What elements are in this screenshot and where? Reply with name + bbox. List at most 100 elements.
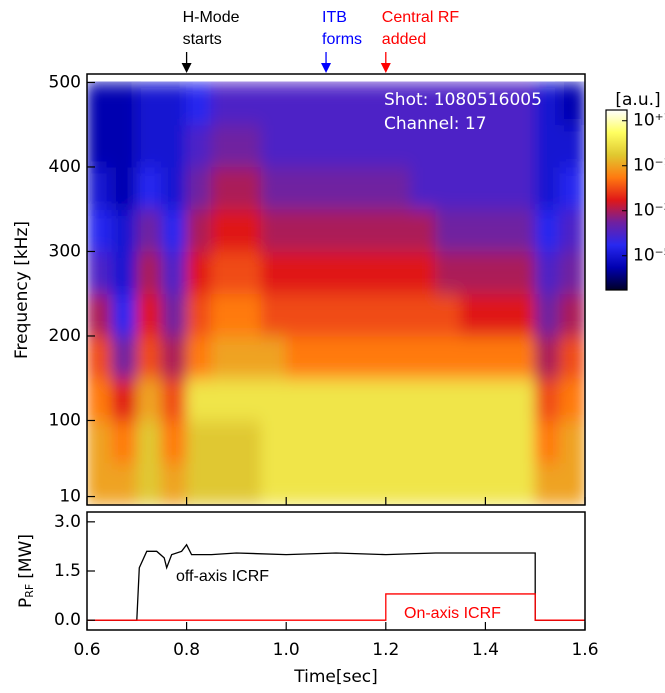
spectrogram-cell	[460, 293, 486, 337]
spectrogram-cell	[385, 419, 412, 464]
spectrogram-cell	[87, 124, 113, 168]
event-label: starts	[183, 31, 222, 48]
spectrogram-cell	[111, 335, 138, 379]
y-tick-label: 200	[49, 326, 81, 346]
spectrogram-cell	[111, 124, 138, 168]
spectrogram-cell	[186, 166, 212, 210]
x-tick-label: 0.6	[73, 640, 100, 660]
series-label: off-axis ICRF	[176, 568, 269, 585]
spectrogram-cell	[509, 250, 536, 295]
colorbar-tick-label: 10⁻¹	[633, 156, 665, 176]
spectrogram-cell	[435, 124, 461, 168]
spectrogram-cell	[435, 419, 461, 464]
spectrogram-cell	[235, 293, 262, 337]
spectrogram-cell	[509, 166, 536, 210]
spectrogram-cell	[460, 462, 486, 505]
spectrogram-cell	[260, 208, 287, 252]
spectrogram-cell	[285, 419, 312, 464]
spectrogram-cell	[285, 335, 312, 379]
spectrogram-cell	[460, 250, 486, 295]
spectrogram-cell	[87, 166, 113, 210]
spectrogram-cell	[484, 250, 511, 295]
spectrogram-cell	[460, 335, 486, 379]
plot-frame	[86, 511, 586, 631]
spectrogram-cell	[111, 81, 138, 126]
spectrogram-cell	[534, 335, 561, 379]
y-tick-label: 1.5	[54, 561, 81, 581]
spectrogram-cell	[509, 419, 536, 464]
channel-label: Channel: 17	[384, 114, 487, 134]
spectrogram-cell	[534, 293, 561, 337]
spectrogram-cell	[534, 208, 561, 252]
spectrogram-cell	[559, 81, 585, 126]
spectrogram-cell	[559, 335, 585, 379]
spectrogram-cell	[186, 81, 212, 126]
spectrogram-cell	[136, 293, 163, 337]
spectrogram-cell	[186, 462, 212, 505]
event-label: H-Mode	[183, 9, 240, 26]
spectrogram-cell	[559, 166, 585, 210]
spectrogram-cell	[260, 462, 287, 505]
x-tick-label: 0.8	[173, 640, 200, 660]
colorbar-tick-label: 10⁻³	[633, 201, 665, 221]
spectrogram-cell	[186, 377, 212, 421]
spectrogram-cell	[460, 419, 486, 464]
y-tick-label: 100	[49, 410, 81, 430]
spectrogram-cell	[87, 208, 113, 252]
spectrogram-cell	[559, 419, 585, 464]
spectrogram-cell	[484, 462, 511, 505]
spectrogram-cell	[161, 293, 188, 337]
spectrogram-cell	[310, 208, 337, 252]
spectrogram-cell	[435, 377, 461, 421]
y-tick-label: 3.0	[54, 512, 81, 532]
spectrogram-cell	[360, 377, 387, 421]
spectrogram-cell	[161, 166, 188, 210]
event-arrowhead	[380, 63, 391, 73]
spectrogram-cell	[111, 419, 138, 464]
shot-label: Shot: 1080516005	[384, 90, 542, 110]
y-tick-label: 400	[49, 157, 81, 177]
spectrogram-cell	[136, 81, 163, 126]
spectrogram-cell	[534, 377, 561, 421]
spectrogram-cell	[484, 208, 511, 252]
event-arrowhead	[181, 63, 192, 73]
spectrogram-cell	[559, 462, 585, 505]
power-line	[87, 593, 585, 621]
spectrogram-cell	[509, 293, 536, 337]
spectrogram-cell	[534, 81, 561, 126]
spectrogram-cell	[335, 250, 362, 295]
spectrogram-cell	[235, 419, 262, 464]
spectrogram-cell	[211, 250, 237, 295]
spectrogram-cell	[235, 166, 262, 210]
spectrogram-cell	[235, 208, 262, 252]
spectrogram-cell	[435, 208, 461, 252]
spectrogram-cell	[161, 208, 188, 252]
spectrogram-cell	[211, 208, 237, 252]
spectrogram-cell	[385, 81, 412, 126]
spectrogram-cell	[211, 81, 237, 126]
spectrogram-cell	[186, 335, 212, 379]
spectrogram-cell	[310, 293, 337, 337]
spectrogram-cell	[186, 419, 212, 464]
spectrogram-cell	[260, 250, 287, 295]
spectrogram-cell	[136, 335, 163, 379]
spectrogram-cell	[87, 419, 113, 464]
spectrogram-cell	[435, 81, 461, 126]
spectrogram-cell	[435, 293, 461, 337]
spectrogram-cell	[360, 208, 387, 252]
colorbar-tick-label: 10⁻⁵	[633, 246, 665, 266]
spectrogram-cell	[484, 419, 511, 464]
spectrogram-cell	[211, 377, 237, 421]
spectrogram-cell	[335, 124, 362, 168]
spectrogram-cell	[385, 462, 412, 505]
spectrogram-cell	[360, 166, 387, 210]
spectrogram-cell	[534, 419, 561, 464]
spectrogram-cell	[260, 335, 287, 379]
spectrogram-cell	[484, 81, 511, 126]
spectrogram-cell	[285, 124, 312, 168]
spectrogram-cell	[385, 335, 412, 379]
spectrogram-cell	[136, 419, 163, 464]
spectrogram-cell	[385, 166, 412, 210]
